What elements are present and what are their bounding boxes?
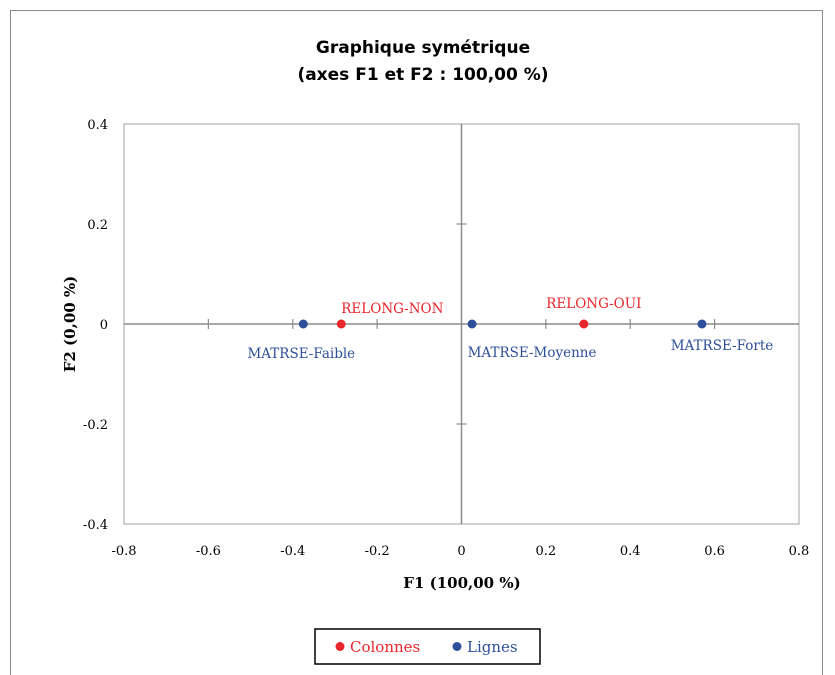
point-label-matrse-faible: MATRSE-Faible <box>247 346 355 362</box>
y-axis-title: F2 (0,00 %) <box>61 276 79 373</box>
data-point-matrse-moyenne <box>467 319 477 329</box>
point-label-matrse-forte: MATRSE-Forte <box>671 338 774 354</box>
x-tick-label: 0.2 <box>536 544 557 559</box>
x-tick-label: -0.6 <box>196 544 221 559</box>
legend-marker-lignes <box>452 642 462 651</box>
point-label-relong-non: RELONG-NON <box>341 301 443 317</box>
chart-title: Graphique symétrique <box>316 38 530 58</box>
x-tick-label: 0.8 <box>789 544 810 559</box>
point-labels-layer: RELONG-NON RELONG-OUI MATRSE-Faible MATRSE-… <box>247 296 773 362</box>
y-tick-label: -0.2 <box>83 418 108 433</box>
points-layer <box>298 319 707 329</box>
legend-box <box>314 628 541 665</box>
y-tick-label: 0.4 <box>87 118 108 133</box>
legend-label-lignes: Lignes <box>467 638 518 656</box>
ticks-layer <box>207 223 716 425</box>
x-tick-label: -0.2 <box>365 544 390 559</box>
x-tick-label: -0.4 <box>280 544 305 559</box>
point-label-matrse-moyenne: MATRSE-Moyenne <box>468 345 597 361</box>
x-tick-label: -0.8 <box>111 544 136 559</box>
legend: Colonnes Lignes <box>314 628 541 665</box>
data-point-relong-non <box>336 319 346 329</box>
legend-label-colonnes: Colonnes <box>350 638 420 656</box>
y-tick-label: 0 <box>100 318 108 333</box>
data-point-matrse-forte <box>697 319 707 329</box>
chart-frame <box>10 10 823 675</box>
tick-labels-layer: -0.8 -0.6 -0.4 -0.2 0 0.2 0.4 0.6 0.8 -0.4 -0.2 0 0.… <box>83 118 809 559</box>
data-point-matrse-faible <box>298 319 308 329</box>
x-tick-label: 0 <box>457 544 465 559</box>
point-label-relong-oui: RELONG-OUI <box>546 296 641 312</box>
legend-marker-colonnes <box>335 642 345 651</box>
axes-layer <box>124 124 799 524</box>
x-tick-label: 0.6 <box>704 544 725 559</box>
data-point-relong-oui <box>579 319 589 329</box>
x-tick-label: 0.4 <box>620 544 641 559</box>
x-axis-title: F1 (100,00 %) <box>403 574 520 592</box>
y-tick-label: 0.2 <box>87 218 108 233</box>
chart-subtitle: (axes F1 et F2 : 100,00 %) <box>297 65 548 85</box>
y-tick-label: -0.4 <box>83 518 108 533</box>
